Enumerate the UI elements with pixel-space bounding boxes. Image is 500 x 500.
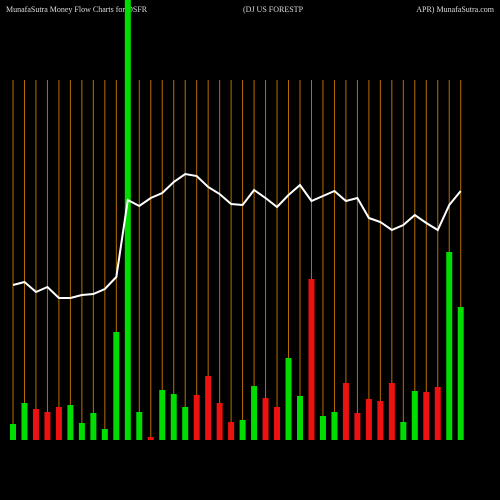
bar [423,392,430,440]
bar [44,412,51,440]
bar [67,405,74,440]
title-left: MunafaSutra Money Flow Charts for DSFR [6,5,148,14]
bar [446,252,453,440]
bar [331,412,338,440]
bar [55,407,62,440]
bar [457,307,464,440]
bar [377,401,384,440]
bar [136,412,143,440]
bar [90,413,97,440]
bar [411,391,418,440]
bar [342,383,349,440]
bar [170,394,177,440]
bar [308,279,315,440]
bar [101,429,108,440]
bar [182,407,189,440]
bar [388,383,395,440]
bar [274,407,281,440]
title-right: APR) MunafaSutra.com [416,5,495,14]
bar [216,403,223,440]
bar [239,420,246,440]
title-center: (DJ US FORESTP [243,5,304,14]
bar [228,422,235,440]
bar [32,409,39,440]
bar [319,416,326,440]
bar [400,422,407,440]
bar [251,386,258,440]
bar [147,437,154,440]
bar [365,399,372,440]
flow-line [12,172,462,299]
bar [124,0,131,440]
bar [297,396,303,440]
bar [10,424,16,440]
bar [285,358,292,440]
bar [159,390,166,440]
bar [113,332,120,440]
bar [434,387,441,440]
bar [354,413,361,440]
bar [262,398,269,440]
bar [78,423,85,440]
bar [193,395,200,440]
bar [21,403,28,440]
bar [205,376,212,440]
